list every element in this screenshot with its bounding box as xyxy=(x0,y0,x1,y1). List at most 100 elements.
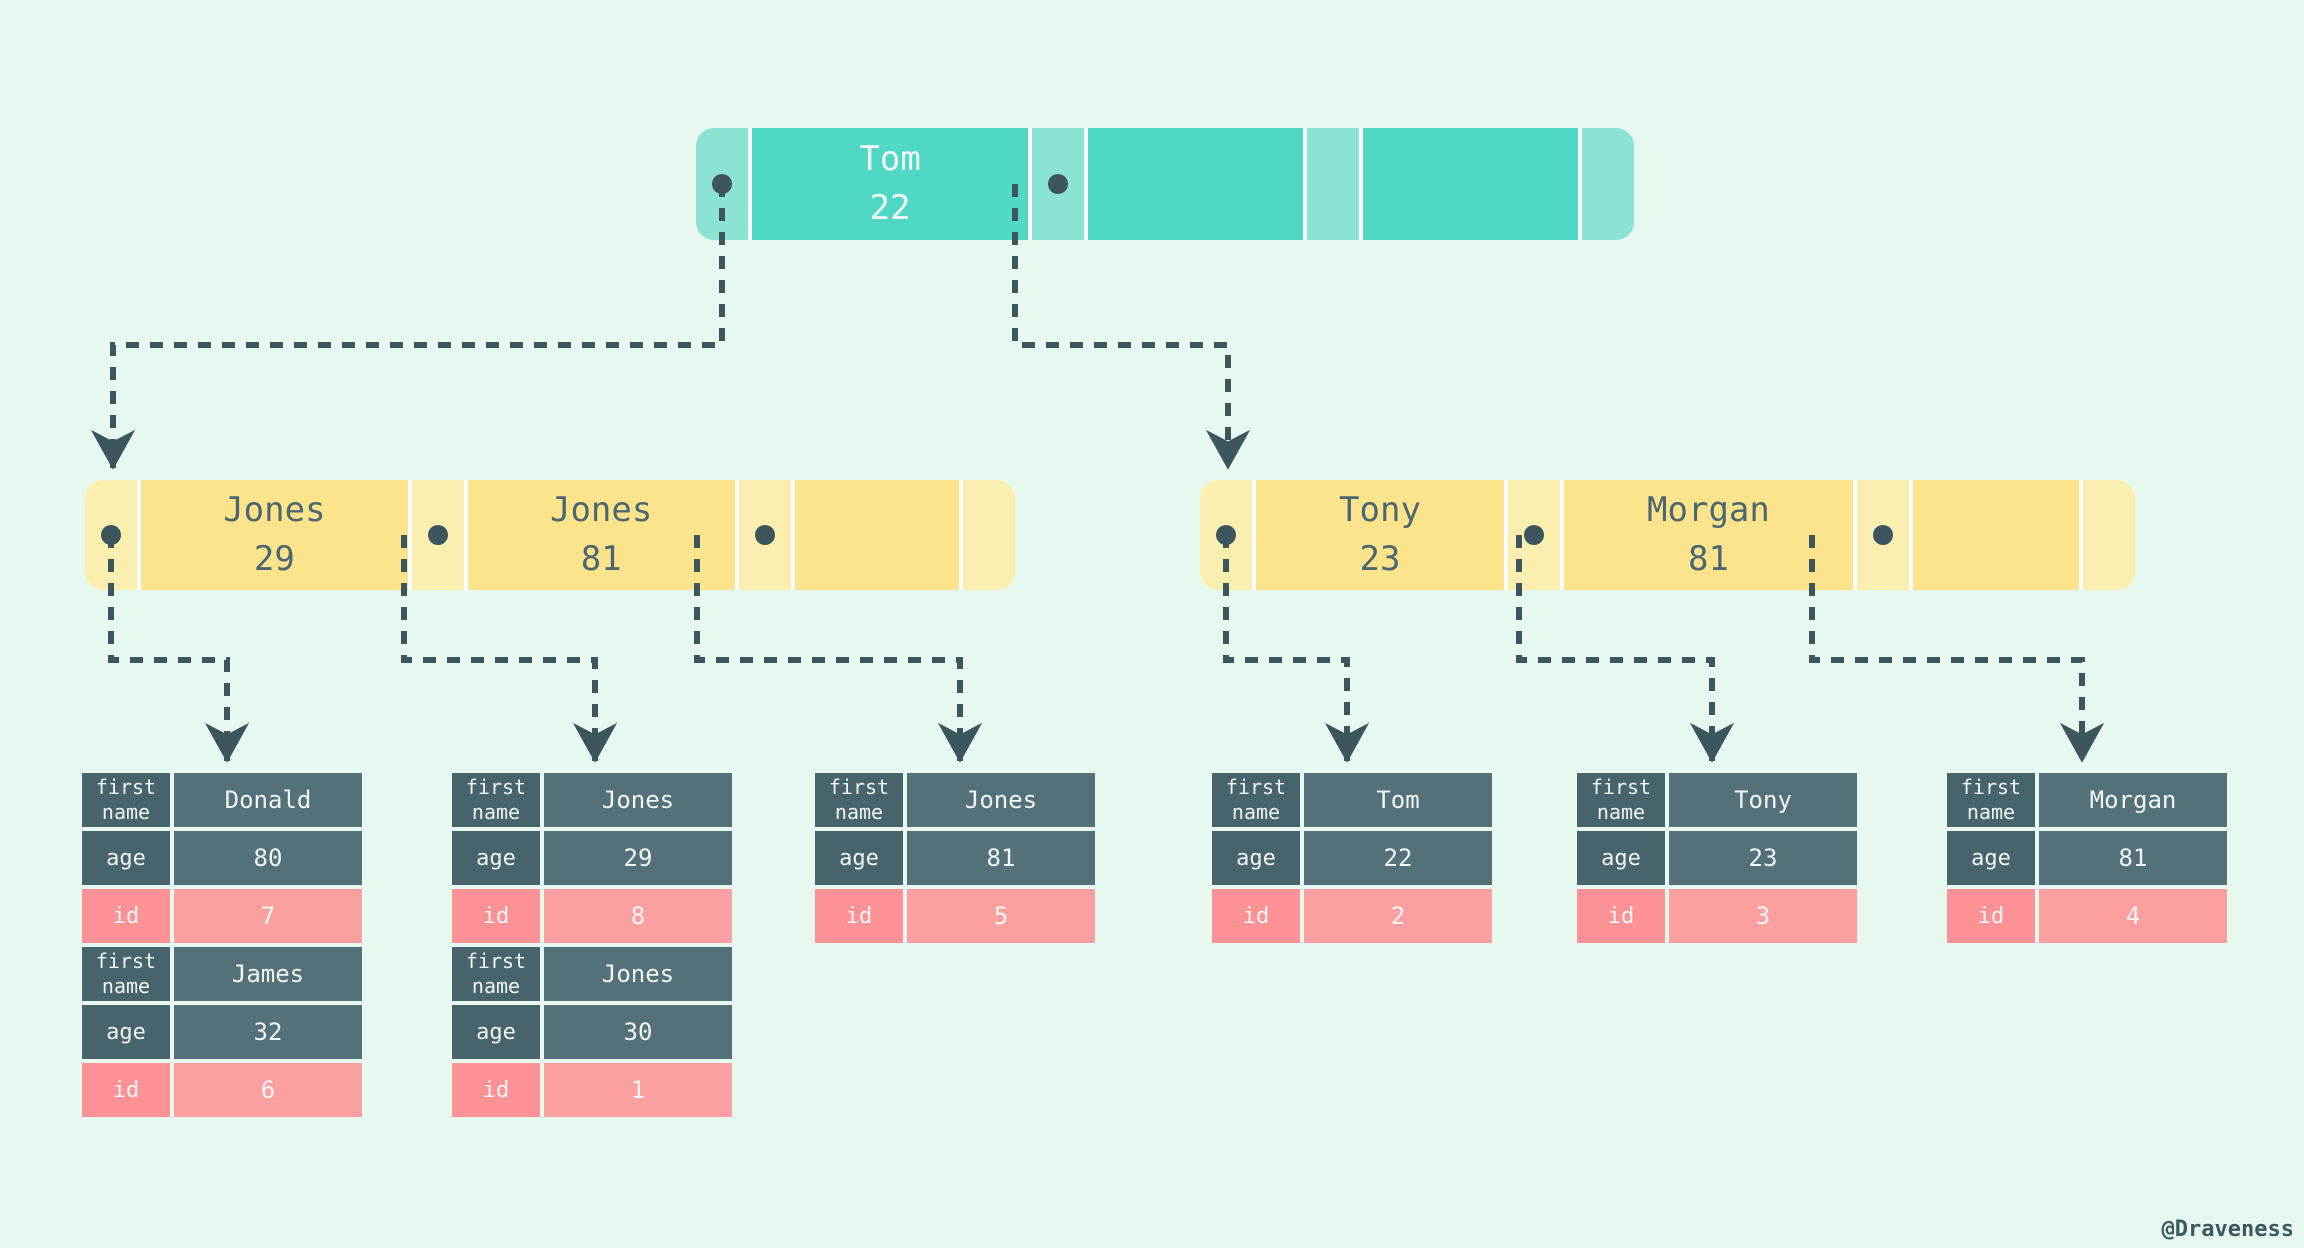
first-name-value: Donald xyxy=(174,773,362,827)
first-name-label-line2: name xyxy=(471,800,521,824)
first-name-label: first name xyxy=(452,773,540,827)
left-key-cell-3 xyxy=(794,480,959,590)
right-pointer-cell-1 xyxy=(1200,480,1252,590)
id-value: 8 xyxy=(544,889,732,943)
root-pointer-cell-2 xyxy=(1032,128,1085,240)
root-key-cell-1: Tom 22 xyxy=(752,128,1029,240)
pointer-dot xyxy=(712,174,732,194)
root-key-cell-2 xyxy=(1088,128,1304,240)
id-label: id xyxy=(82,889,170,943)
right-key-cell-1: Tony 23 xyxy=(1256,480,1504,590)
first-name-label-line1: first xyxy=(828,775,890,799)
age-label: age xyxy=(1212,831,1300,885)
id-label: id xyxy=(82,1063,170,1117)
first-name-label-line1: first xyxy=(95,775,157,799)
first-name-value: Morgan xyxy=(2039,773,2227,827)
age-value: 81 xyxy=(2039,831,2227,885)
right-key-cell-3 xyxy=(1912,480,2079,590)
left-pointer-cell-4 xyxy=(962,480,1015,590)
age-label: age xyxy=(82,1005,170,1059)
first-name-label-line1: first xyxy=(1225,775,1287,799)
root-key-cell-3 xyxy=(1363,128,1578,240)
first-name-value: Jones xyxy=(544,947,732,1001)
connector-root-to-left-node xyxy=(90,184,725,470)
first-name-label-line1: first xyxy=(1590,775,1652,799)
first-name-label-line2: name xyxy=(1966,800,2016,824)
first-name-label: first name xyxy=(1947,773,2035,827)
first-name-label-line2: name xyxy=(1231,800,1281,824)
id-label: id xyxy=(452,1063,540,1117)
age-label: age xyxy=(815,831,903,885)
pointer-dot xyxy=(754,525,775,545)
age-label: age xyxy=(1947,831,2035,885)
key-age: 23 xyxy=(1359,539,1401,579)
watermark: @Draveness xyxy=(2161,1217,2294,1242)
right-pointer-cell-2 xyxy=(1507,480,1560,590)
key-name: Jones xyxy=(223,489,326,530)
age-value: 81 xyxy=(907,831,1095,885)
first-name-label-line2: name xyxy=(1596,800,1646,824)
pointer-dot xyxy=(1872,525,1893,545)
record-table-6: first name Morgan age 81 id 4 xyxy=(1947,773,2227,943)
age-value: 22 xyxy=(1304,831,1492,885)
first-name-label-line2: name xyxy=(471,974,521,998)
key-age: 29 xyxy=(253,539,295,579)
key-name: Tom xyxy=(859,138,921,179)
right-pointer-cell-3 xyxy=(1856,480,1909,590)
first-name-value: Tony xyxy=(1669,773,1857,827)
age-label: age xyxy=(452,1005,540,1059)
age-value: 32 xyxy=(174,1005,362,1059)
left-pointer-cell-3 xyxy=(738,480,791,590)
pointer-dot xyxy=(1048,174,1069,194)
record-table-4: first name Tom age 22 id 2 xyxy=(1212,773,1492,943)
key-age: 22 xyxy=(869,188,911,228)
first-name-label-line2: name xyxy=(101,800,151,824)
record-table-1: first name Donald age 80 id 7 first name… xyxy=(82,773,362,1117)
first-name-value: James xyxy=(174,947,362,1001)
right-pointer-cell-4 xyxy=(2083,480,2135,590)
right-key-cell-2: Morgan 81 xyxy=(1563,480,1853,590)
key-name: Morgan xyxy=(1647,489,1770,530)
id-label: id xyxy=(1577,889,1665,943)
left-pointer-cell-1 xyxy=(85,480,137,590)
record-table-2: first name Jones age 29 id 8 first name … xyxy=(452,773,732,1117)
id-label: id xyxy=(1212,889,1300,943)
id-value: 3 xyxy=(1669,889,1857,943)
pointer-dot xyxy=(427,525,448,545)
first-name-label-line2: name xyxy=(834,800,884,824)
first-name-value: Jones xyxy=(544,773,732,827)
id-value: 5 xyxy=(907,889,1095,943)
age-value: 30 xyxy=(544,1005,732,1059)
id-value: 1 xyxy=(544,1063,732,1117)
pointer-dot xyxy=(1216,525,1236,545)
root-node: Tom 22 xyxy=(696,128,1634,240)
age-value: 29 xyxy=(544,831,732,885)
root-pointer-cell-1 xyxy=(696,128,748,240)
id-label: id xyxy=(815,889,903,943)
first-name-label: first name xyxy=(815,773,903,827)
record-table-3: first name Jones age 81 id 5 xyxy=(815,773,1095,943)
first-name-value: Jones xyxy=(907,773,1095,827)
first-name-label-line1: first xyxy=(465,949,527,973)
left-key-cell-1: Jones 29 xyxy=(141,480,408,590)
first-name-label: first name xyxy=(452,947,540,1001)
key-name: Jones xyxy=(549,489,653,530)
key-name: Tony xyxy=(1339,489,1421,530)
right-node: Tony 23 Morgan 81 xyxy=(1200,480,2135,590)
first-name-label-line1: first xyxy=(465,775,527,799)
age-value: 80 xyxy=(174,831,362,885)
age-value: 23 xyxy=(1669,831,1857,885)
key-age: 81 xyxy=(580,539,622,579)
record-table-5: first name Tony age 23 id 3 xyxy=(1577,773,1857,943)
first-name-label: first name xyxy=(1577,773,1665,827)
left-node: Jones 29 Jones 81 xyxy=(85,480,1015,590)
pointer-dot xyxy=(101,525,121,545)
left-pointer-cell-2 xyxy=(411,480,464,590)
first-name-label-line1: first xyxy=(1960,775,2022,799)
id-value: 2 xyxy=(1304,889,1492,943)
first-name-label: first name xyxy=(82,773,170,827)
first-name-label-line1: first xyxy=(95,949,157,973)
id-value: 6 xyxy=(174,1063,362,1117)
pointer-dot xyxy=(1523,525,1544,545)
